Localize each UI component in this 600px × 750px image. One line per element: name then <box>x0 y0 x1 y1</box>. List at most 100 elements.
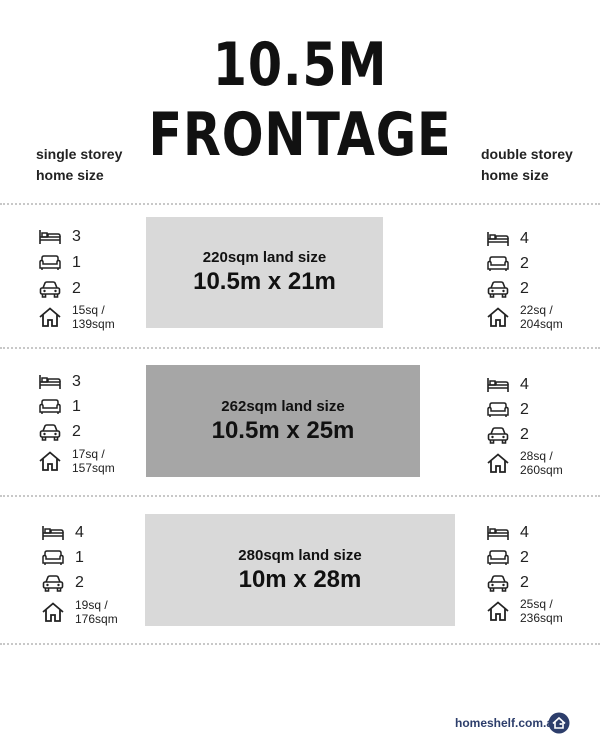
bedrooms-spec: 4 <box>486 523 529 543</box>
garage-count: 2 <box>72 423 81 440</box>
bed-icon <box>486 375 510 395</box>
living-count: 2 <box>520 549 529 566</box>
bed-icon <box>486 523 510 543</box>
home-area-spec: 22sq /204sqm <box>486 303 563 331</box>
living-count: 2 <box>520 401 529 418</box>
row-divider <box>0 643 600 645</box>
bedrooms-count: 4 <box>520 524 529 541</box>
home-area-sqm: 157sqm <box>72 461 115 475</box>
lot-block: 280sqm land size 10m x 28m <box>145 514 455 626</box>
car-icon <box>38 422 62 442</box>
bed-icon <box>38 372 62 392</box>
garage-count: 2 <box>72 280 81 297</box>
row-divider <box>0 347 600 349</box>
home-area-sq: 22sq / <box>520 303 553 317</box>
home-area-spec: 25sq /236sqm <box>486 597 563 625</box>
brand-link[interactable]: homeshelf.com.au <box>455 716 561 730</box>
bedrooms-count: 3 <box>72 228 81 245</box>
home-area-sq: 15sq / <box>72 303 105 317</box>
living-spec: 2 <box>486 548 529 568</box>
living-spec: 2 <box>486 400 529 420</box>
home-area-sq: 25sq / <box>520 597 553 611</box>
home-area-sqm: 260sqm <box>520 463 563 477</box>
bed-icon <box>486 229 510 249</box>
home-area: 22sq /204sqm <box>520 303 563 331</box>
home-area-sqm: 176sqm <box>75 612 118 626</box>
living-count: 1 <box>72 398 81 415</box>
lot-dimensions: 10m x 28m <box>238 565 362 593</box>
sofa-icon <box>486 254 510 274</box>
car-icon <box>38 279 62 299</box>
lot-dimensions: 10.5m x 21m <box>193 268 336 295</box>
living-count: 2 <box>520 255 529 272</box>
land-size-label: 280sqm land size <box>238 546 362 564</box>
sofa-icon <box>486 548 510 568</box>
house-icon <box>486 453 510 473</box>
garage-count: 2 <box>520 280 529 297</box>
bedrooms-count: 4 <box>520 230 529 247</box>
lot-block: 220sqm land size 10.5m x 21m <box>146 217 383 328</box>
homeshelf-logo-icon <box>548 712 570 734</box>
row-divider <box>0 203 600 205</box>
row-divider <box>0 495 600 497</box>
home-area-sq: 28sq / <box>520 449 553 463</box>
house-icon <box>41 602 65 622</box>
bedrooms-spec: 4 <box>41 523 84 543</box>
living-spec: 2 <box>486 254 529 274</box>
sofa-icon <box>38 397 62 417</box>
living-spec: 1 <box>38 397 81 417</box>
single-storey-heading-line1: single storey <box>36 146 123 162</box>
home-area-sqm: 139sqm <box>72 317 115 331</box>
home-area-spec: 17sq /157sqm <box>38 447 115 475</box>
home-area: 17sq /157sqm <box>72 447 115 475</box>
land-size-label: 262sqm land size <box>221 397 345 415</box>
house-icon <box>38 451 62 471</box>
car-icon <box>486 573 510 593</box>
bed-icon <box>41 523 65 543</box>
single-storey-heading-line2: home size <box>36 167 104 183</box>
sofa-icon <box>38 253 62 273</box>
house-icon <box>38 307 62 327</box>
garage-spec: 2 <box>486 573 529 593</box>
bedrooms-count: 3 <box>72 373 81 390</box>
garage-count: 2 <box>75 574 84 591</box>
bedrooms-spec: 3 <box>38 227 81 247</box>
lot-dimensions: 10.5m x 25m <box>211 416 355 444</box>
home-area: 15sq /139sqm <box>72 303 115 331</box>
bedrooms-spec: 4 <box>486 229 529 249</box>
bedrooms-count: 4 <box>75 524 84 541</box>
home-area: 19sq /176sqm <box>75 598 118 626</box>
living-spec: 1 <box>38 253 81 273</box>
bed-icon <box>38 227 62 247</box>
home-area-spec: 19sq /176sqm <box>41 598 118 626</box>
land-size-label: 220sqm land size <box>202 249 327 266</box>
double-storey-heading: double storey home size <box>481 144 573 186</box>
home-area: 25sq /236sqm <box>520 597 563 625</box>
garage-count: 2 <box>520 574 529 591</box>
garage-spec: 2 <box>41 573 84 593</box>
home-area-sqm: 236sqm <box>520 611 563 625</box>
house-icon <box>486 601 510 621</box>
home-area-sqm: 204sqm <box>520 317 563 331</box>
living-spec: 1 <box>41 548 84 568</box>
living-count: 1 <box>75 549 84 566</box>
home-area-sq: 17sq / <box>72 447 105 461</box>
lot-block: 262sqm land size 10.5m x 25m <box>146 365 420 477</box>
house-icon <box>486 307 510 327</box>
car-icon <box>486 425 510 445</box>
page-title: 10.5M FRONTAGE <box>148 30 452 170</box>
garage-spec: 2 <box>486 279 529 299</box>
car-icon <box>486 279 510 299</box>
garage-spec: 2 <box>486 425 529 445</box>
home-area: 28sq /260sqm <box>520 449 563 477</box>
garage-spec: 2 <box>38 279 81 299</box>
sofa-icon <box>41 548 65 568</box>
home-area-spec: 28sq /260sqm <box>486 449 563 477</box>
living-count: 1 <box>72 254 81 271</box>
single-storey-heading: single storey home size <box>36 144 122 186</box>
home-area-spec: 15sq /139sqm <box>38 303 115 331</box>
garage-count: 2 <box>520 426 529 443</box>
double-storey-heading-line1: double storey <box>481 146 573 162</box>
sofa-icon <box>486 400 510 420</box>
bedrooms-spec: 4 <box>486 375 529 395</box>
